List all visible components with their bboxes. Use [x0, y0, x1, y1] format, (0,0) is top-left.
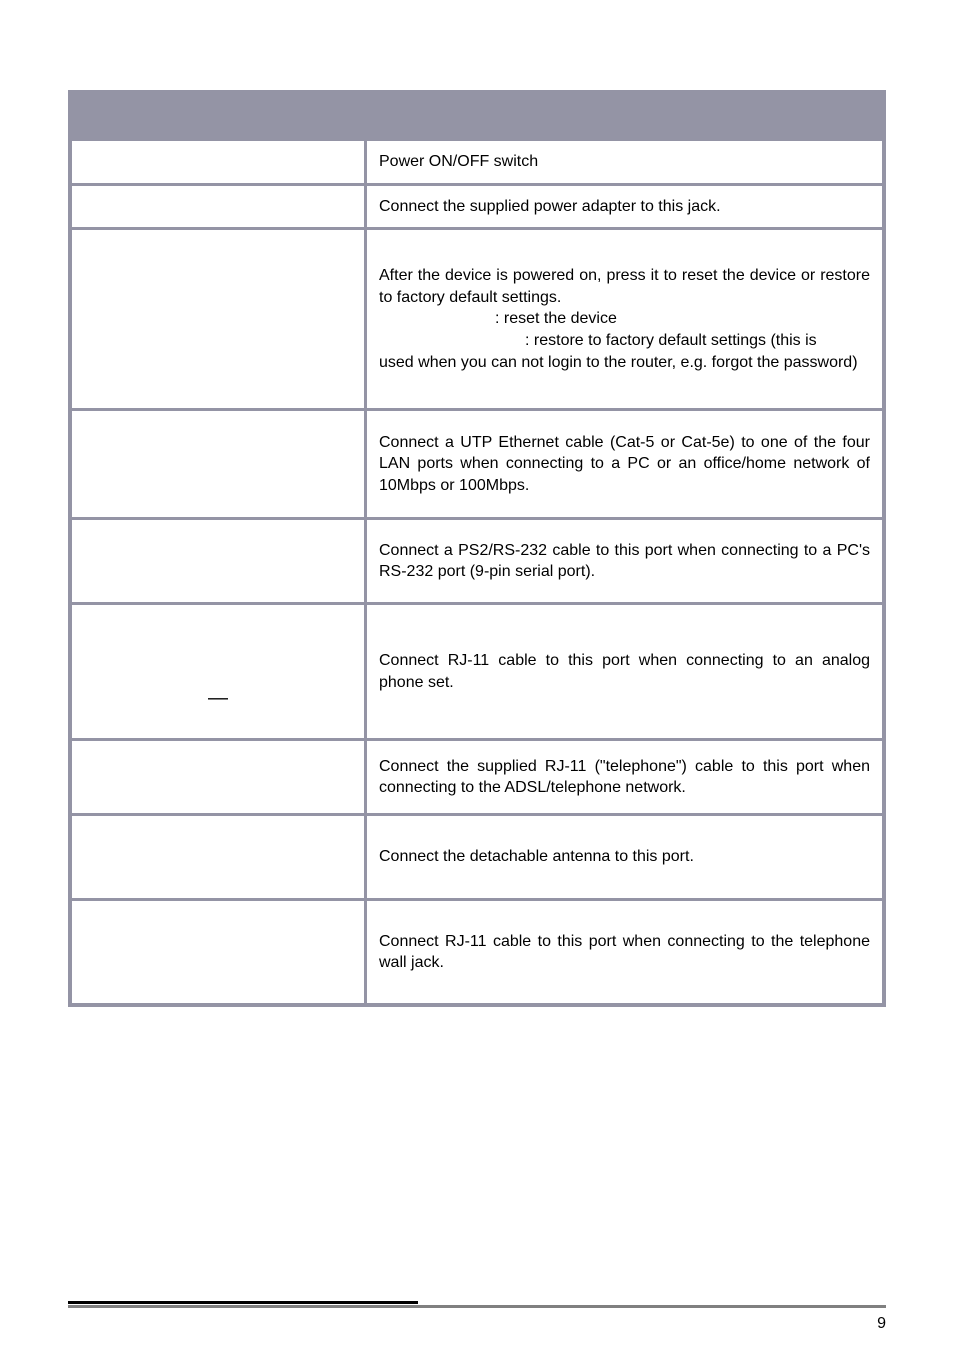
table-row: — Connect RJ-11 cable to this port when …	[70, 604, 884, 740]
header-cell-left	[70, 92, 366, 140]
em-dash-icon: —	[208, 687, 228, 709]
row-label	[70, 740, 366, 815]
table-row: Connect the supplied RJ-11 ("telephone")…	[70, 740, 884, 815]
row-desc: Power ON/OFF switch	[366, 140, 885, 185]
reset-line1: After the device is powered on, press it…	[379, 267, 870, 306]
row-desc: Connect RJ-11 cable to this port when co…	[366, 900, 885, 1006]
reset-line2: : reset the device	[379, 308, 870, 330]
row-desc: Connect the supplied power adapter to th…	[366, 184, 885, 229]
row-desc: Connect a UTP Ethernet cable (Cat-5 or C…	[366, 410, 885, 519]
ports-description-table: Power ON/OFF switch Connect the supplied…	[68, 90, 886, 1007]
row-label	[70, 519, 366, 604]
table-row: Connect the supplied power adapter to th…	[70, 184, 884, 229]
row-label	[70, 815, 366, 900]
reset-line3-start: : restore to factory default settings (t…	[379, 330, 870, 352]
row-label	[70, 900, 366, 1006]
row-label: —	[70, 604, 366, 740]
table-header-row	[70, 92, 884, 140]
row-desc: Connect the supplied RJ-11 ("telephone")…	[366, 740, 885, 815]
reset-line3-cont: used when you can not login to the route…	[379, 354, 858, 371]
footer-line-grey	[68, 1305, 886, 1308]
row-desc: Connect a PS2/RS-232 cable to this port …	[366, 519, 885, 604]
header-cell-right	[366, 92, 885, 140]
footer-divider	[68, 1301, 886, 1311]
table-row: Connect a PS2/RS-232 cable to this port …	[70, 519, 884, 604]
footer-line-black	[68, 1301, 418, 1304]
table-row: Connect the detachable antenna to this p…	[70, 815, 884, 900]
table-row: Connect a UTP Ethernet cable (Cat-5 or C…	[70, 410, 884, 519]
row-label	[70, 410, 366, 519]
row-label	[70, 184, 366, 229]
row-label	[70, 229, 366, 410]
row-desc: After the device is powered on, press it…	[366, 229, 885, 410]
table-row: Power ON/OFF switch	[70, 140, 884, 185]
page-number: 9	[68, 1315, 886, 1333]
row-label	[70, 140, 366, 185]
table-row: Connect RJ-11 cable to this port when co…	[70, 900, 884, 1006]
page-footer: 9	[68, 1301, 886, 1333]
table-row: After the device is powered on, press it…	[70, 229, 884, 410]
row-desc: Connect the detachable antenna to this p…	[366, 815, 885, 900]
row-desc: Connect RJ-11 cable to this port when co…	[366, 604, 885, 740]
